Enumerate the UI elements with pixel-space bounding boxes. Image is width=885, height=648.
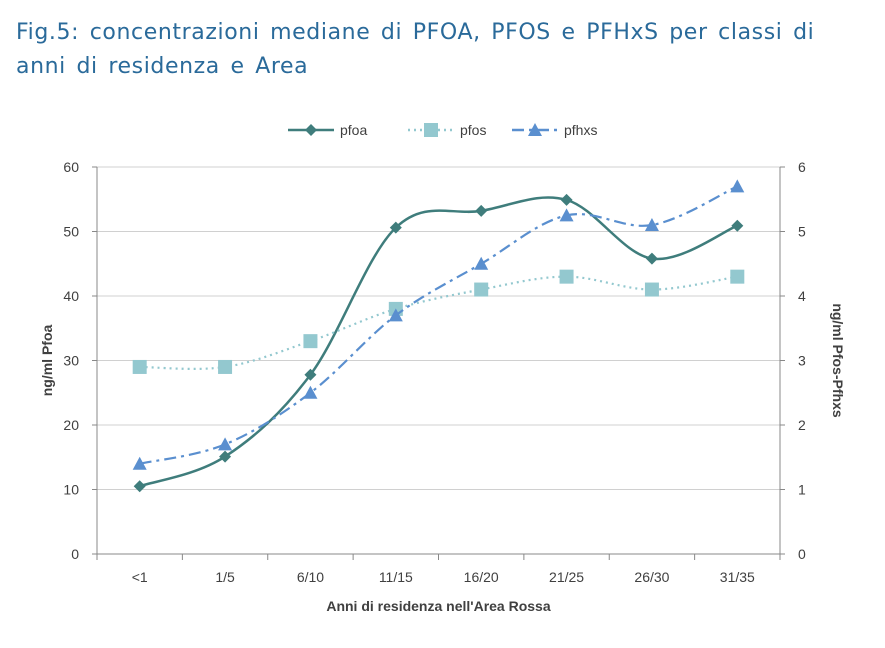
y-tick-label: 60 (63, 159, 79, 175)
pfos-marker (644, 282, 659, 297)
pfos-marker (303, 334, 318, 349)
pfoa-marker (645, 252, 658, 265)
legend-label-pfhxs: pfhxs (564, 122, 597, 138)
legend-marker-pfhxs (528, 123, 542, 136)
x-tick-label: 6/10 (297, 569, 324, 585)
pfos-marker (730, 269, 745, 284)
pfhxs-marker (388, 308, 403, 322)
x-tick-label: 31/35 (720, 569, 755, 585)
y2-axis-label: ng/ml Pfos-Pfhxs (830, 303, 846, 418)
y2-tick-label: 2 (798, 417, 806, 433)
pfhxs-marker (559, 208, 574, 222)
x-tick-label: 1/5 (215, 569, 235, 585)
legend-marker-pfos (424, 123, 438, 137)
y2-tick-label: 4 (798, 288, 806, 304)
x-axis-label: Anni di residenza nell'Area Rossa (326, 598, 551, 614)
x-tick-label: 11/15 (379, 569, 413, 585)
pfoa-marker (389, 221, 402, 234)
figure-title: Fig.5: concentrazioni mediane di PFOA, P… (16, 20, 815, 79)
y-tick-label: 30 (63, 353, 79, 369)
y2-tick-label: 3 (798, 353, 806, 369)
pfos-marker (474, 282, 489, 297)
x-tick-label: <1 (132, 569, 148, 585)
x-tick-label: 16/20 (464, 569, 499, 585)
y-tick-label: 10 (63, 482, 79, 498)
pfhxs-marker (303, 385, 318, 399)
y2-tick-label: 0 (798, 546, 806, 562)
y2-tick-label: 6 (798, 159, 806, 175)
y-tick-label: 40 (63, 288, 79, 304)
y-tick-label: 0 (71, 546, 79, 562)
legend-label-pfos: pfos (460, 122, 486, 138)
y2-tick-label: 1 (798, 482, 806, 498)
pfoa-marker (475, 204, 488, 217)
y2-tick-label: 5 (798, 224, 806, 240)
pfoa-marker (560, 193, 573, 206)
pfhxs-line (139, 185, 738, 465)
pfos-marker (559, 269, 574, 284)
pfoa-line (139, 196, 738, 488)
y-tick-label: 50 (63, 224, 79, 240)
legend-label-pfoa: pfoa (340, 122, 367, 138)
x-tick-label: 26/30 (634, 569, 669, 585)
y-axis-label: ng/ml Pfoa (39, 325, 55, 397)
pfhxs-marker (730, 179, 745, 193)
legend-marker-pfoa (305, 124, 317, 136)
pfhxs-marker (474, 256, 489, 270)
pfoa-marker (219, 450, 232, 463)
pfhxs-marker (218, 437, 233, 451)
pfoa-marker (731, 219, 744, 232)
x-tick-label: 21/25 (549, 569, 584, 585)
y-tick-label: 20 (63, 417, 79, 433)
pfos-marker (132, 359, 147, 374)
pfhxs-marker (644, 218, 659, 232)
pfhxs-marker (132, 456, 147, 470)
pfoa-marker (304, 368, 317, 381)
pfoa-marker (133, 480, 146, 493)
pfos-marker (218, 359, 233, 374)
